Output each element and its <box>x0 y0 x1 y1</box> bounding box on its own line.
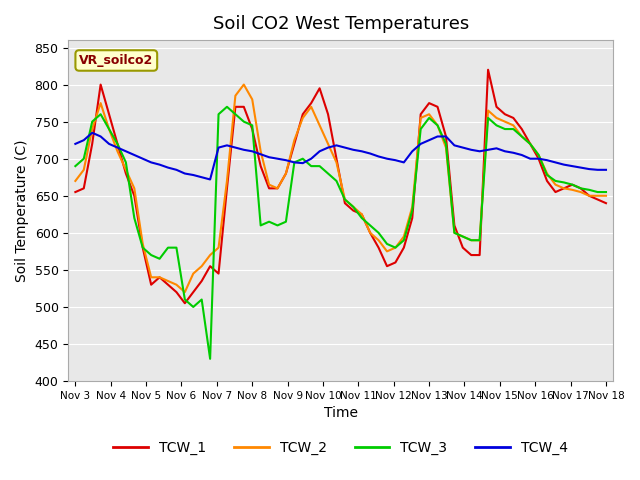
TCW_4 <box>602 167 610 173</box>
TCW_1 <box>181 300 189 306</box>
TCW_2 <box>425 111 433 117</box>
TCW_2 <box>602 193 610 199</box>
TCW_2 <box>307 104 315 110</box>
TCW_1 <box>417 111 424 117</box>
TCW_4 <box>147 159 155 165</box>
TCW_4 <box>383 156 391 162</box>
TCW_3 <box>434 122 442 128</box>
TCW_4 <box>434 133 442 139</box>
TCW_3 <box>307 163 315 169</box>
TCW_4 <box>349 147 357 153</box>
TCW_2 <box>240 82 248 87</box>
TCW_4 <box>72 141 79 147</box>
TCW_3 <box>425 115 433 121</box>
TCW_1 <box>72 189 79 195</box>
Line: TCW_2: TCW_2 <box>76 84 606 292</box>
Title: Soil CO2 West Temperatures: Soil CO2 West Temperatures <box>212 15 468 33</box>
Y-axis label: Soil Temperature (C): Soil Temperature (C) <box>15 139 29 282</box>
TCW_4 <box>425 137 433 143</box>
TCW_1 <box>341 200 349 206</box>
TCW_3 <box>383 241 391 247</box>
TCW_2 <box>139 241 147 247</box>
Line: TCW_1: TCW_1 <box>76 70 606 303</box>
TCW_1 <box>602 200 610 206</box>
TCW_3 <box>206 356 214 362</box>
Line: TCW_3: TCW_3 <box>76 107 606 359</box>
TCW_4 <box>307 156 315 162</box>
TCW_2 <box>72 178 79 184</box>
Legend: TCW_1, TCW_2, TCW_3, TCW_4: TCW_1, TCW_2, TCW_3, TCW_4 <box>108 436 573 461</box>
TCW_3 <box>349 204 357 210</box>
Text: VR_soilco2: VR_soilco2 <box>79 54 154 67</box>
TCW_1 <box>375 245 383 251</box>
TCW_1 <box>484 67 492 72</box>
TCW_2 <box>383 249 391 254</box>
TCW_1 <box>425 100 433 106</box>
Line: TCW_4: TCW_4 <box>76 133 606 180</box>
TCW_1 <box>299 111 307 117</box>
TCW_1 <box>139 245 147 251</box>
TCW_2 <box>181 289 189 295</box>
X-axis label: Time: Time <box>324 407 358 420</box>
TCW_3 <box>72 163 79 169</box>
TCW_2 <box>434 122 442 128</box>
TCW_4 <box>88 130 96 136</box>
TCW_3 <box>602 189 610 195</box>
TCW_2 <box>349 204 357 210</box>
TCW_4 <box>206 177 214 182</box>
TCW_3 <box>223 104 231 110</box>
TCW_3 <box>139 245 147 251</box>
